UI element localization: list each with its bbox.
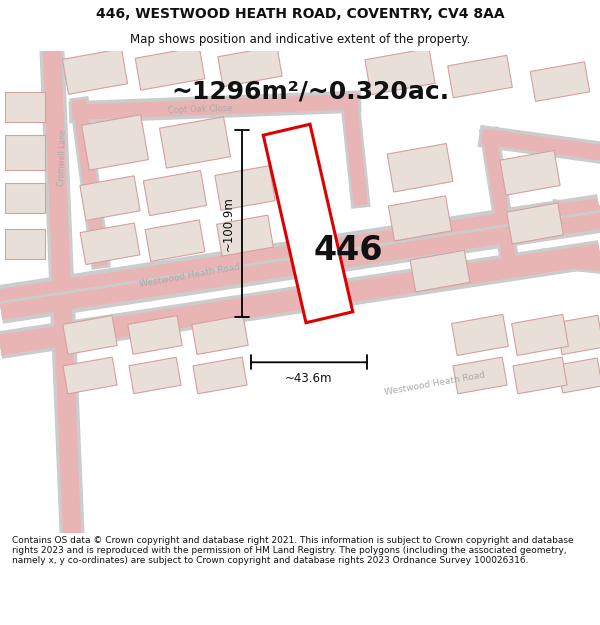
Polygon shape xyxy=(62,49,128,94)
Polygon shape xyxy=(365,48,435,95)
Polygon shape xyxy=(448,56,512,98)
Polygon shape xyxy=(410,250,470,292)
Polygon shape xyxy=(500,151,560,195)
Polygon shape xyxy=(506,203,563,244)
Polygon shape xyxy=(558,358,600,393)
Polygon shape xyxy=(160,117,230,168)
Text: Map shows position and indicative extent of the property.: Map shows position and indicative extent… xyxy=(130,34,470,46)
Polygon shape xyxy=(192,316,248,354)
Polygon shape xyxy=(145,220,205,261)
Polygon shape xyxy=(143,171,206,216)
Polygon shape xyxy=(453,357,507,394)
Polygon shape xyxy=(193,357,247,394)
Text: ~1296m²/~0.320ac.: ~1296m²/~0.320ac. xyxy=(171,80,449,104)
Polygon shape xyxy=(218,46,282,87)
Polygon shape xyxy=(80,176,140,221)
Polygon shape xyxy=(387,144,453,192)
Text: ~100.9m: ~100.9m xyxy=(221,196,235,251)
Polygon shape xyxy=(5,183,45,213)
Text: Cromwell Lane: Cromwell Lane xyxy=(56,129,67,186)
Polygon shape xyxy=(5,135,45,170)
Polygon shape xyxy=(5,229,45,259)
Polygon shape xyxy=(128,316,182,354)
Polygon shape xyxy=(388,196,452,241)
Polygon shape xyxy=(215,166,275,211)
Polygon shape xyxy=(513,357,567,394)
Text: 446, WESTWOOD HEATH ROAD, COVENTRY, CV4 8AA: 446, WESTWOOD HEATH ROAD, COVENTRY, CV4 … xyxy=(95,8,505,21)
Polygon shape xyxy=(512,314,568,356)
Text: Westwood Heath Road: Westwood Heath Road xyxy=(139,263,241,289)
Polygon shape xyxy=(217,215,274,256)
Text: Westwood Heath Road: Westwood Heath Road xyxy=(384,370,486,397)
Text: Copt Oak Close: Copt Oak Close xyxy=(167,103,232,114)
Polygon shape xyxy=(135,47,205,90)
Polygon shape xyxy=(5,92,45,122)
Polygon shape xyxy=(82,115,148,170)
Text: Contains OS data © Crown copyright and database right 2021. This information is : Contains OS data © Crown copyright and d… xyxy=(12,536,574,566)
Polygon shape xyxy=(80,223,140,264)
Polygon shape xyxy=(557,315,600,354)
Polygon shape xyxy=(452,314,508,356)
Polygon shape xyxy=(63,357,117,394)
Polygon shape xyxy=(530,62,590,101)
Text: ~43.6m: ~43.6m xyxy=(285,372,333,385)
Polygon shape xyxy=(263,124,353,322)
Text: 446: 446 xyxy=(313,234,383,268)
Polygon shape xyxy=(129,357,181,394)
Polygon shape xyxy=(63,316,117,354)
